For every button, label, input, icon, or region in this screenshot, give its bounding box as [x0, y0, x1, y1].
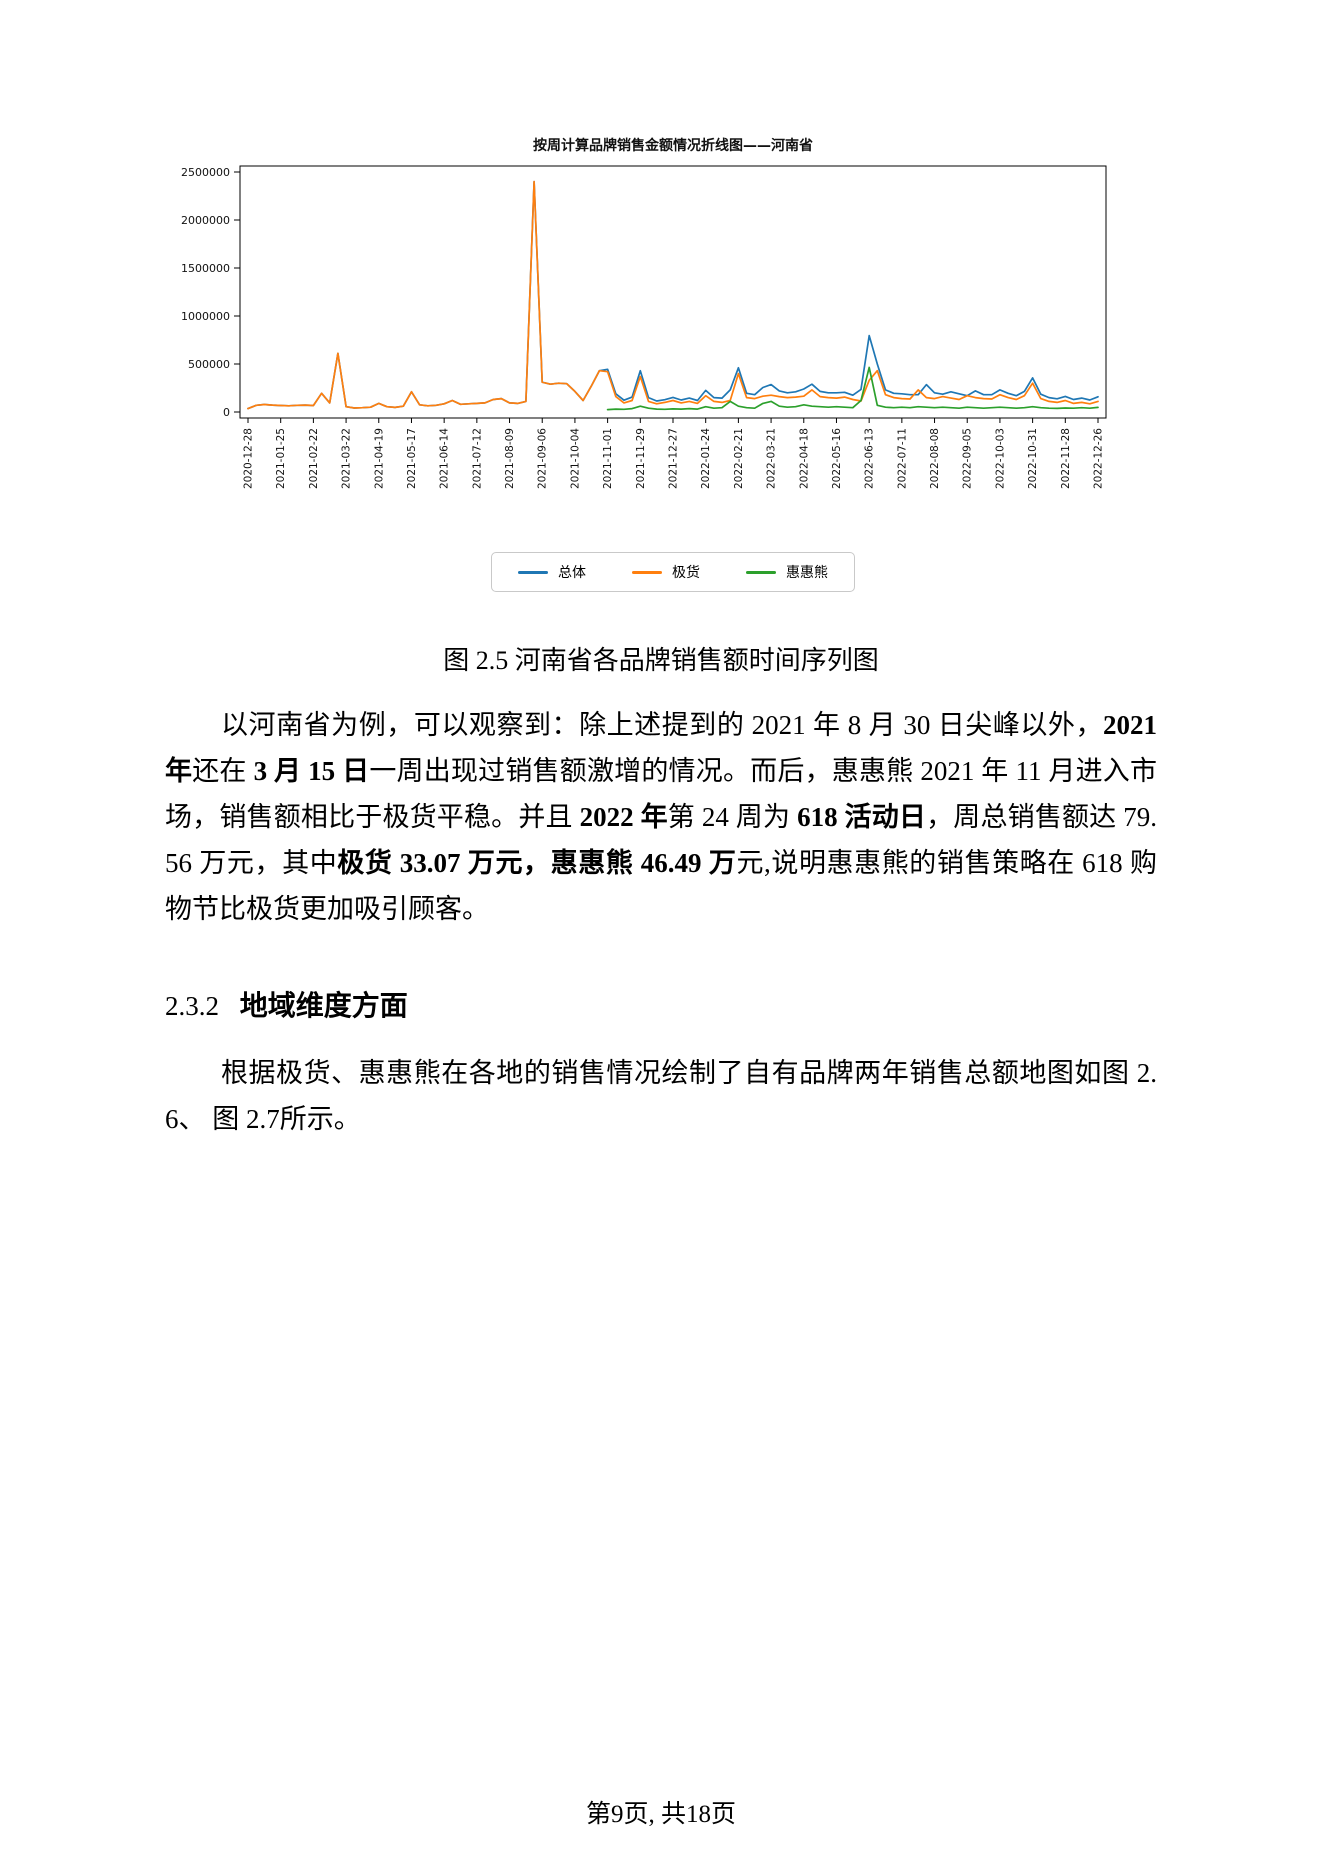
figure-caption: 图 2.5 河南省各品牌销售额时间序列图 [443, 646, 879, 675]
x-tick-label: 2021-09-06 [537, 428, 549, 489]
x-tick-label: 2022-01-24 [700, 428, 712, 489]
x-tick-label: 2022-04-18 [798, 428, 810, 489]
x-tick-label: 2021-10-04 [569, 428, 581, 489]
x-tick-label: 2021-05-17 [406, 428, 418, 489]
bold-text-run: 3 月 15 日 [253, 756, 370, 786]
series-line-0 [247, 180, 1099, 410]
x-tick-label: 2022-09-05 [962, 428, 974, 489]
legend-label-huihuixiong: 惠惠熊 [786, 565, 828, 581]
body-content: 以河南省为例，可以观察到：除上述提到的 2021 年 8 月 30 日尖峰以外，… [165, 702, 1157, 1142]
chart-legend: 总体 极货 惠惠熊 [491, 552, 855, 592]
x-tick-label: 2020-12-28 [243, 428, 255, 489]
series-line-1 [247, 180, 1099, 410]
legend-label-jihuo: 极货 [672, 565, 700, 581]
x-tick-label: 2022-06-13 [864, 428, 876, 489]
text-run: 元,说明惠惠熊的销售策略在 618 购物节比极货更加吸引顾客。 [165, 848, 1158, 924]
x-tick-label: 2022-02-21 [733, 428, 745, 489]
legend-swatch-huihuixiong [746, 570, 776, 574]
x-tick-label: 2021-03-22 [341, 428, 353, 489]
chart-figure: 按周计算品牌销售金额情况折线图——河南省 0 500000 1000000 150000… [178, 124, 1138, 517]
chart-title: 按周计算品牌销售金额情况折线图——河南省 [533, 137, 813, 154]
x-tick-label: 2021-11-29 [635, 428, 647, 489]
section-number: 2.3.2 [165, 991, 219, 1021]
text-run: 以河南省为例，可以观察到：除上述提到的 2021 年 8 月 30 日尖峰以外， [221, 710, 1103, 740]
bold-text-run: 2022 年 [579, 802, 668, 832]
text-run: ，周总销售额达 79.56 万元，其中 [165, 802, 1158, 878]
x-tick-label: 2022-07-11 [896, 428, 908, 489]
x-tick-label: 2022-05-16 [831, 428, 843, 489]
section-title: 地域维度方面 [239, 990, 408, 1021]
text-run: 还在 [192, 756, 254, 786]
legend-label-total: 总体 [558, 565, 586, 581]
x-tick-label: 2021-12-27 [668, 428, 680, 489]
legend-swatch-jihuo [632, 570, 662, 574]
section-heading: 2.3.2 地域维度方面 [165, 984, 1157, 1024]
text-run: 一周出现过销售额激增的情况。而后，惠惠熊 2021 年 11 月进入市场，销售额… [165, 756, 1158, 832]
legend-item-total: 总体 [518, 562, 586, 582]
y-tick-label: 2500000 [181, 166, 230, 179]
plot-border [239, 165, 1107, 419]
x-tick-label: 2021-02-22 [308, 428, 320, 489]
legend-item-huihuixiong: 惠惠熊 [746, 562, 828, 582]
paragraph-analysis: 以河南省为例，可以观察到：除上述提到的 2021 年 8 月 30 日尖峰以外，… [165, 702, 1157, 932]
x-tick-label: 2022-10-03 [994, 428, 1006, 489]
x-tick-label: 2022-08-08 [929, 428, 941, 489]
x-tick-label: 2021-06-14 [439, 428, 451, 489]
text-run: 根据极货、惠惠熊在各地的销售情况绘制了自有品牌两年销售总额地图如图 2.6、 图… [165, 1058, 1157, 1134]
legend-item-jihuo: 极货 [632, 562, 700, 582]
bold-text-run: 极货 33.07 万元，惠惠熊 46.49 万 [337, 848, 737, 878]
x-tick-label: 2021-04-19 [373, 428, 385, 489]
x-tick-label: 2022-12-26 [1093, 428, 1105, 489]
x-tick-label: 2021-08-09 [504, 428, 516, 489]
legend-swatch-total [518, 570, 548, 574]
y-tick-label: 2000000 [181, 214, 230, 227]
y-tick-label: 1500000 [181, 262, 230, 275]
page-footer: 第9页, 共18页 [585, 1801, 736, 1828]
paragraph-region: 根据极货、惠惠熊在各地的销售情况绘制了自有品牌两年销售总额地图如图 2.6、 图… [165, 1050, 1157, 1142]
x-tick-label: 2022-03-21 [766, 428, 778, 489]
x-tick-label: 2021-01-25 [275, 428, 287, 489]
x-tick-label: 2022-10-31 [1027, 428, 1039, 489]
text-run: 第 24 周为 [667, 802, 798, 832]
bold-text-run: 618 活动日 [797, 802, 927, 832]
y-tick-label: 500000 [188, 358, 230, 371]
sales-line-chart: 按周计算品牌销售金额情况折线图——河南省 0 500000 1000000 150000… [181, 137, 1107, 489]
x-tick-label: 2021-11-01 [602, 428, 614, 489]
x-tick-label: 2021-07-12 [471, 428, 483, 489]
y-tick-label: 1000000 [181, 310, 230, 323]
series-line-2 [606, 366, 1099, 411]
x-tick-label: 2022-11-28 [1060, 428, 1072, 489]
bold-text-run: 2021 年 [165, 710, 1157, 786]
y-tick-label: 0 [223, 406, 230, 419]
